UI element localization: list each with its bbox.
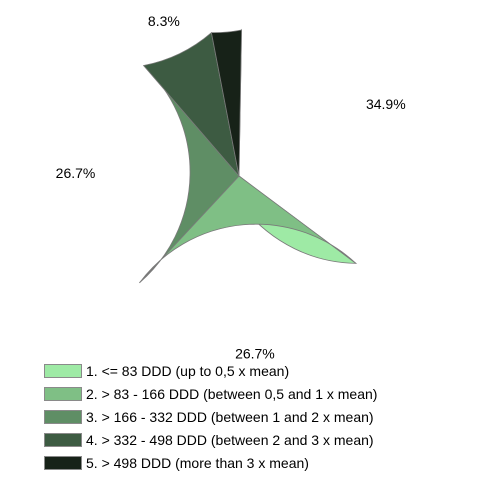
legend-swatch-1: [44, 363, 82, 378]
legend-label-2: 2. > 83 - 166 DDD (between 0,5 and 1 x m…: [86, 385, 378, 402]
legend-label-5: 5. > 498 DDD (more than 3 x mean): [86, 454, 309, 471]
slice-label-3: 26.7%: [56, 165, 96, 181]
legend-swatch-5: [44, 455, 82, 470]
legend-label-4: 4. > 332 - 498 DDD (between 2 and 3 x me…: [86, 431, 374, 448]
slice-label-2: 26.7%: [235, 345, 275, 361]
legend-label-3: 3. > 166 - 332 DDD (between 1 and 2 x me…: [86, 408, 374, 425]
legend-label-1: 1. <= 83 DDD (up to 0,5 x mean): [86, 362, 290, 379]
legend-item-4: 4. > 332 - 498 DDD (between 2 and 3 x me…: [44, 428, 377, 451]
legend-swatch-4: [44, 432, 82, 447]
pie-slice-5: [210, 29, 242, 177]
pie-slice-2: [139, 175, 357, 284]
legend-item-2: 2. > 83 - 166 DDD (between 0,5 and 1 x m…: [44, 382, 377, 405]
legend: 1. <= 83 DDD (up to 0,5 x mean) 2. > 83 …: [44, 359, 377, 474]
legend-item-3: 3. > 166 - 332 DDD (between 1 and 2 x me…: [44, 405, 377, 428]
legend-swatch-2: [44, 386, 82, 401]
slice-label-4: 8.3%: [148, 13, 180, 29]
slice-label-1: 34.9%: [366, 96, 406, 112]
legend-item-5: 5. > 498 DDD (more than 3 x mean): [44, 451, 377, 474]
legend-item-1: 1. <= 83 DDD (up to 0,5 x mean): [44, 359, 377, 382]
legend-swatch-3: [44, 409, 82, 424]
